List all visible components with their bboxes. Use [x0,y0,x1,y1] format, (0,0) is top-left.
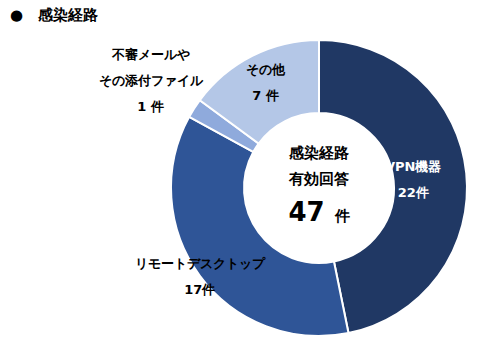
html-text:有効回答: 有効回答 [289,170,349,188]
html-text:47 件: 47 件 [288,197,350,227]
svg-text:その他7 件: その他7 件 [246,62,286,103]
svg-text:不審メールやその添付ファイル1 件: 不審メールやその添付ファイル1 件 [99,47,204,114]
svg-text:VPN機器22件: VPN機器22件 [385,158,441,199]
svg-text:リモートデスクトップ17件: リモートデスクトップ17件 [135,255,266,296]
html-text:● 感染経路: ● 感染経路 [10,6,99,24]
html-text:感染経路: 感染経路 [289,144,349,162]
